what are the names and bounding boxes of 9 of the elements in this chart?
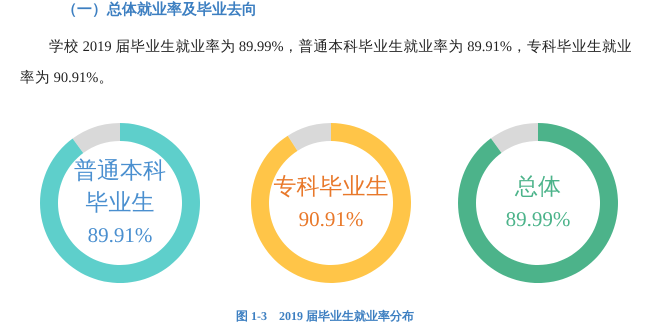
slice-label: 专科毕业生 (272, 173, 390, 201)
text: 学校 2019 届毕业生就业率为 89.99%，普通本科毕业生就业率为 89.91%，专科毕业生就业率为 90.91%。 (20, 38, 632, 88)
slice-label: 总体 (514, 173, 562, 201)
slice-label: 普通本科毕业生 (73, 157, 167, 217)
text: （一）总体就业率及毕业去向 (62, 0, 257, 18)
data-label: 89.99% (506, 206, 570, 233)
data-label: 90.91% (298, 206, 364, 233)
data-label: 89.91% (88, 222, 152, 249)
caption: 图 1-3 2019 届毕业生就业率分布 (236, 309, 414, 323)
